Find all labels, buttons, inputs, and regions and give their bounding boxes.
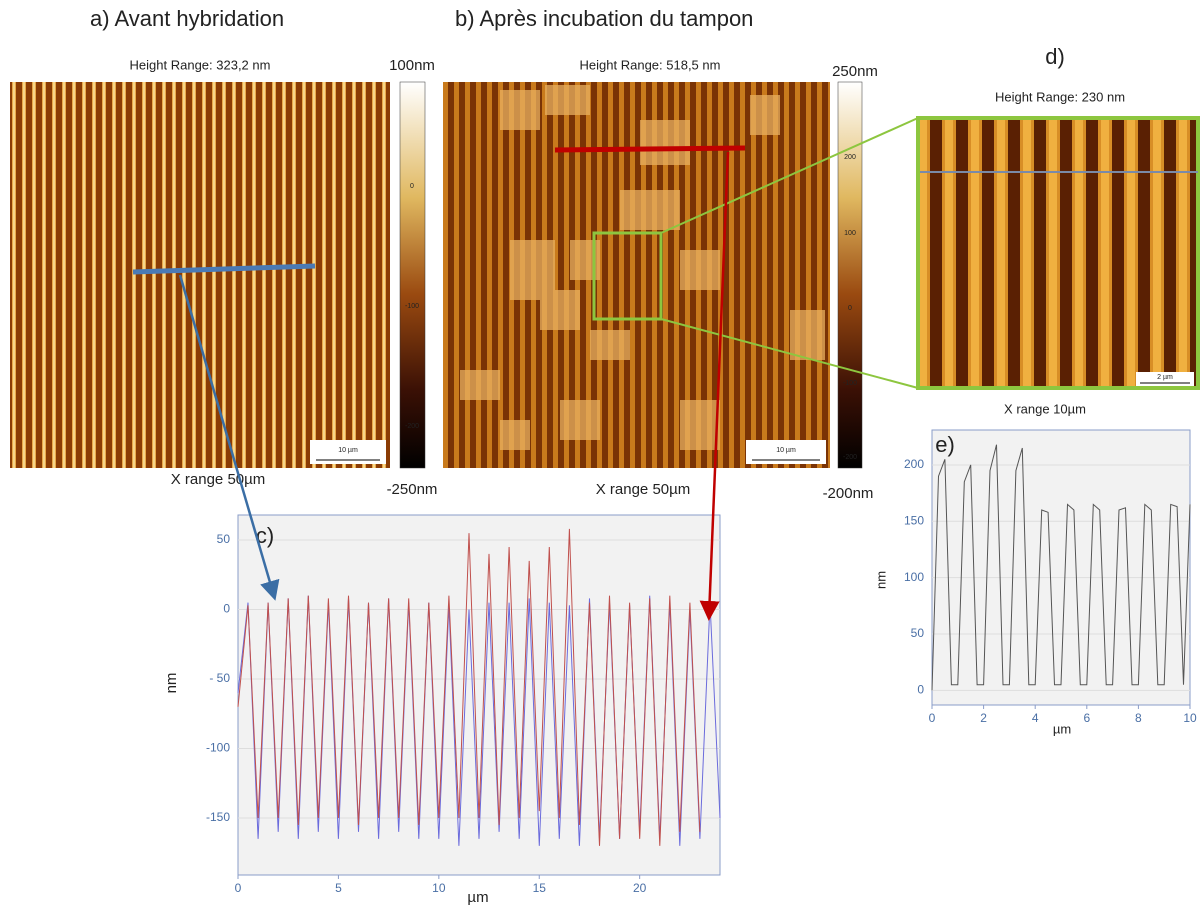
y-axis-label: nm	[163, 673, 180, 694]
panel-title: b) Après incubation du tampon	[455, 6, 753, 31]
y-tick-label: 200	[904, 457, 924, 471]
x-tick-label: 0	[929, 711, 936, 725]
height-range: Height Range: 323,2 nm	[130, 57, 271, 72]
colorbar	[837, 81, 863, 469]
colorbar-tick: -100	[405, 303, 419, 310]
afm-image	[916, 116, 1200, 390]
y-tick-label: 100	[904, 570, 924, 584]
colorbar-tick: 100	[844, 230, 856, 237]
zoom-box	[592, 231, 663, 321]
zoom-line	[660, 117, 919, 234]
arrow	[178, 274, 280, 601]
scale-label: 10 µm	[338, 447, 358, 454]
colorbar-tick: 200	[844, 154, 856, 161]
x-tick-label: 4	[1032, 711, 1039, 725]
chart-title: e)	[935, 432, 955, 457]
x-axis-label: µm	[1053, 721, 1071, 736]
plot-area	[237, 514, 721, 876]
x-tick-label: 2	[980, 711, 987, 725]
x-range: X range 10µm	[1004, 401, 1086, 416]
profile-line	[132, 263, 316, 275]
panel-title: a) Avant hybridation	[90, 6, 284, 31]
x-tick-label: 10	[432, 881, 446, 895]
chart-title: c)	[256, 523, 274, 548]
x-range: X range 50µm	[596, 481, 691, 498]
colorbar-min: -250nm	[387, 481, 438, 498]
colorbar-tick: -100	[843, 380, 857, 387]
y-tick-label: -100	[206, 741, 230, 755]
colorbar-tick: 0	[848, 305, 852, 312]
y-tick-label: 0	[223, 602, 230, 616]
scale-label: 2 µm	[1157, 374, 1173, 381]
x-range: X range 50µm	[171, 471, 266, 488]
y-tick-label: 150	[904, 513, 924, 527]
afm-image	[10, 82, 390, 468]
profile-line	[554, 145, 746, 153]
y-tick-label: 0	[917, 683, 924, 697]
colorbar-min: -200nm	[823, 485, 874, 502]
x-tick-label: 20	[633, 881, 647, 895]
arrow	[699, 151, 730, 621]
colorbar-tick: -200	[843, 454, 857, 461]
plot-area	[931, 429, 1191, 706]
series-line	[931, 444, 1191, 691]
x-tick-label: 6	[1083, 711, 1090, 725]
height-range: Height Range: 518,5 nm	[580, 57, 721, 72]
y-axis-label: nm	[873, 571, 888, 589]
height-range: Height Range: 230 nm	[995, 89, 1125, 104]
x-tick-label: 5	[335, 881, 342, 895]
colorbar-tick: -200	[405, 423, 419, 430]
x-tick-label: 0	[235, 881, 242, 895]
colorbar	[399, 81, 426, 469]
y-tick-label: 50	[217, 532, 231, 546]
series-line	[237, 528, 701, 846]
y-tick-label: -150	[206, 810, 230, 824]
y-tick-label: 50	[911, 626, 925, 640]
x-tick-label: 8	[1135, 711, 1142, 725]
x-tick-label: 15	[533, 881, 547, 895]
zoom-line	[660, 318, 919, 389]
colorbar-max: 100nm	[389, 57, 435, 74]
afm-image	[443, 82, 830, 468]
x-axis-label: µm	[467, 889, 488, 906]
y-tick-label: - 50	[209, 671, 230, 685]
panel-title: d)	[1045, 44, 1065, 69]
x-tick-label: 10	[1183, 711, 1197, 725]
scale-label: 10 µm	[776, 447, 796, 454]
colorbar-max: 250nm	[832, 63, 878, 80]
colorbar-tick: 0	[410, 183, 414, 190]
